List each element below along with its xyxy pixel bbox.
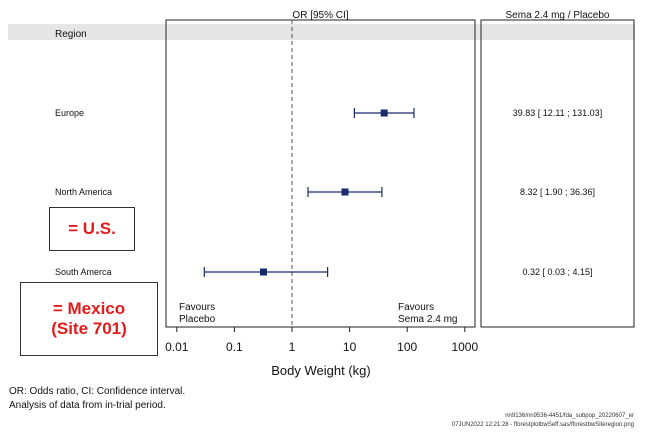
x-tick-label: 0.1 <box>226 340 243 354</box>
estimate-table-panel <box>480 19 635 328</box>
x-tick-label: 1000 <box>451 340 478 354</box>
point-estimate <box>341 188 349 196</box>
point-estimate <box>259 268 267 276</box>
favours-right-label: Favours <box>398 302 434 313</box>
table-title: Sema 2.4 mg / Placebo <box>506 10 610 21</box>
header-band <box>8 24 635 40</box>
x-axis-label: Body Weight (kg) <box>271 363 370 378</box>
favours-left-label: Favours <box>179 302 215 313</box>
us-annotation-text: = U.S. <box>68 218 116 238</box>
favours-left-label: Placebo <box>179 314 216 325</box>
x-tick-label: 100 <box>397 340 417 354</box>
estimate-value: 39.83 [ 12.11 ; 131.03] <box>513 108 602 118</box>
program-path: nn9136/nn9536-4451/fda_subpop_20220607_e… <box>505 413 634 419</box>
estimate-value: 0.32 [ 0.03 ; 4.15] <box>522 267 592 277</box>
us-annotation: = U.S. <box>49 207 135 251</box>
x-tick-label: 10 <box>343 340 357 354</box>
row-label: North America <box>55 187 112 197</box>
row-label: Europe <box>55 108 84 118</box>
estimate-value: 8.32 [ 1.90 ; 36.36] <box>520 187 595 197</box>
run-timestamp: 07JUN2022 12:21:28 - fforestplotbwSeff.s… <box>451 422 634 428</box>
x-tick-label: 0.01 <box>165 340 189 354</box>
plot-panel <box>165 19 476 328</box>
favours-right-label: Sema 2.4 mg <box>398 314 457 325</box>
mexico-annotation-line1: = Mexico <box>52 298 126 318</box>
point-estimate <box>380 109 388 117</box>
analysis-footnote: Analysis of data from in-trial period. <box>9 400 166 411</box>
mexico-annotation-line2: (Site 701) <box>51 319 127 338</box>
plot-title: OR [95% CI] <box>292 10 348 21</box>
x-tick-label: 1 <box>289 340 296 354</box>
abbreviations-footnote: OR: Odds ratio, CI: Confidence interval. <box>9 386 186 397</box>
mexico-annotation: = Mexico (Site 701) <box>20 282 158 356</box>
row-label: South Amerca <box>55 267 112 277</box>
region-column-header: Region <box>55 29 87 40</box>
